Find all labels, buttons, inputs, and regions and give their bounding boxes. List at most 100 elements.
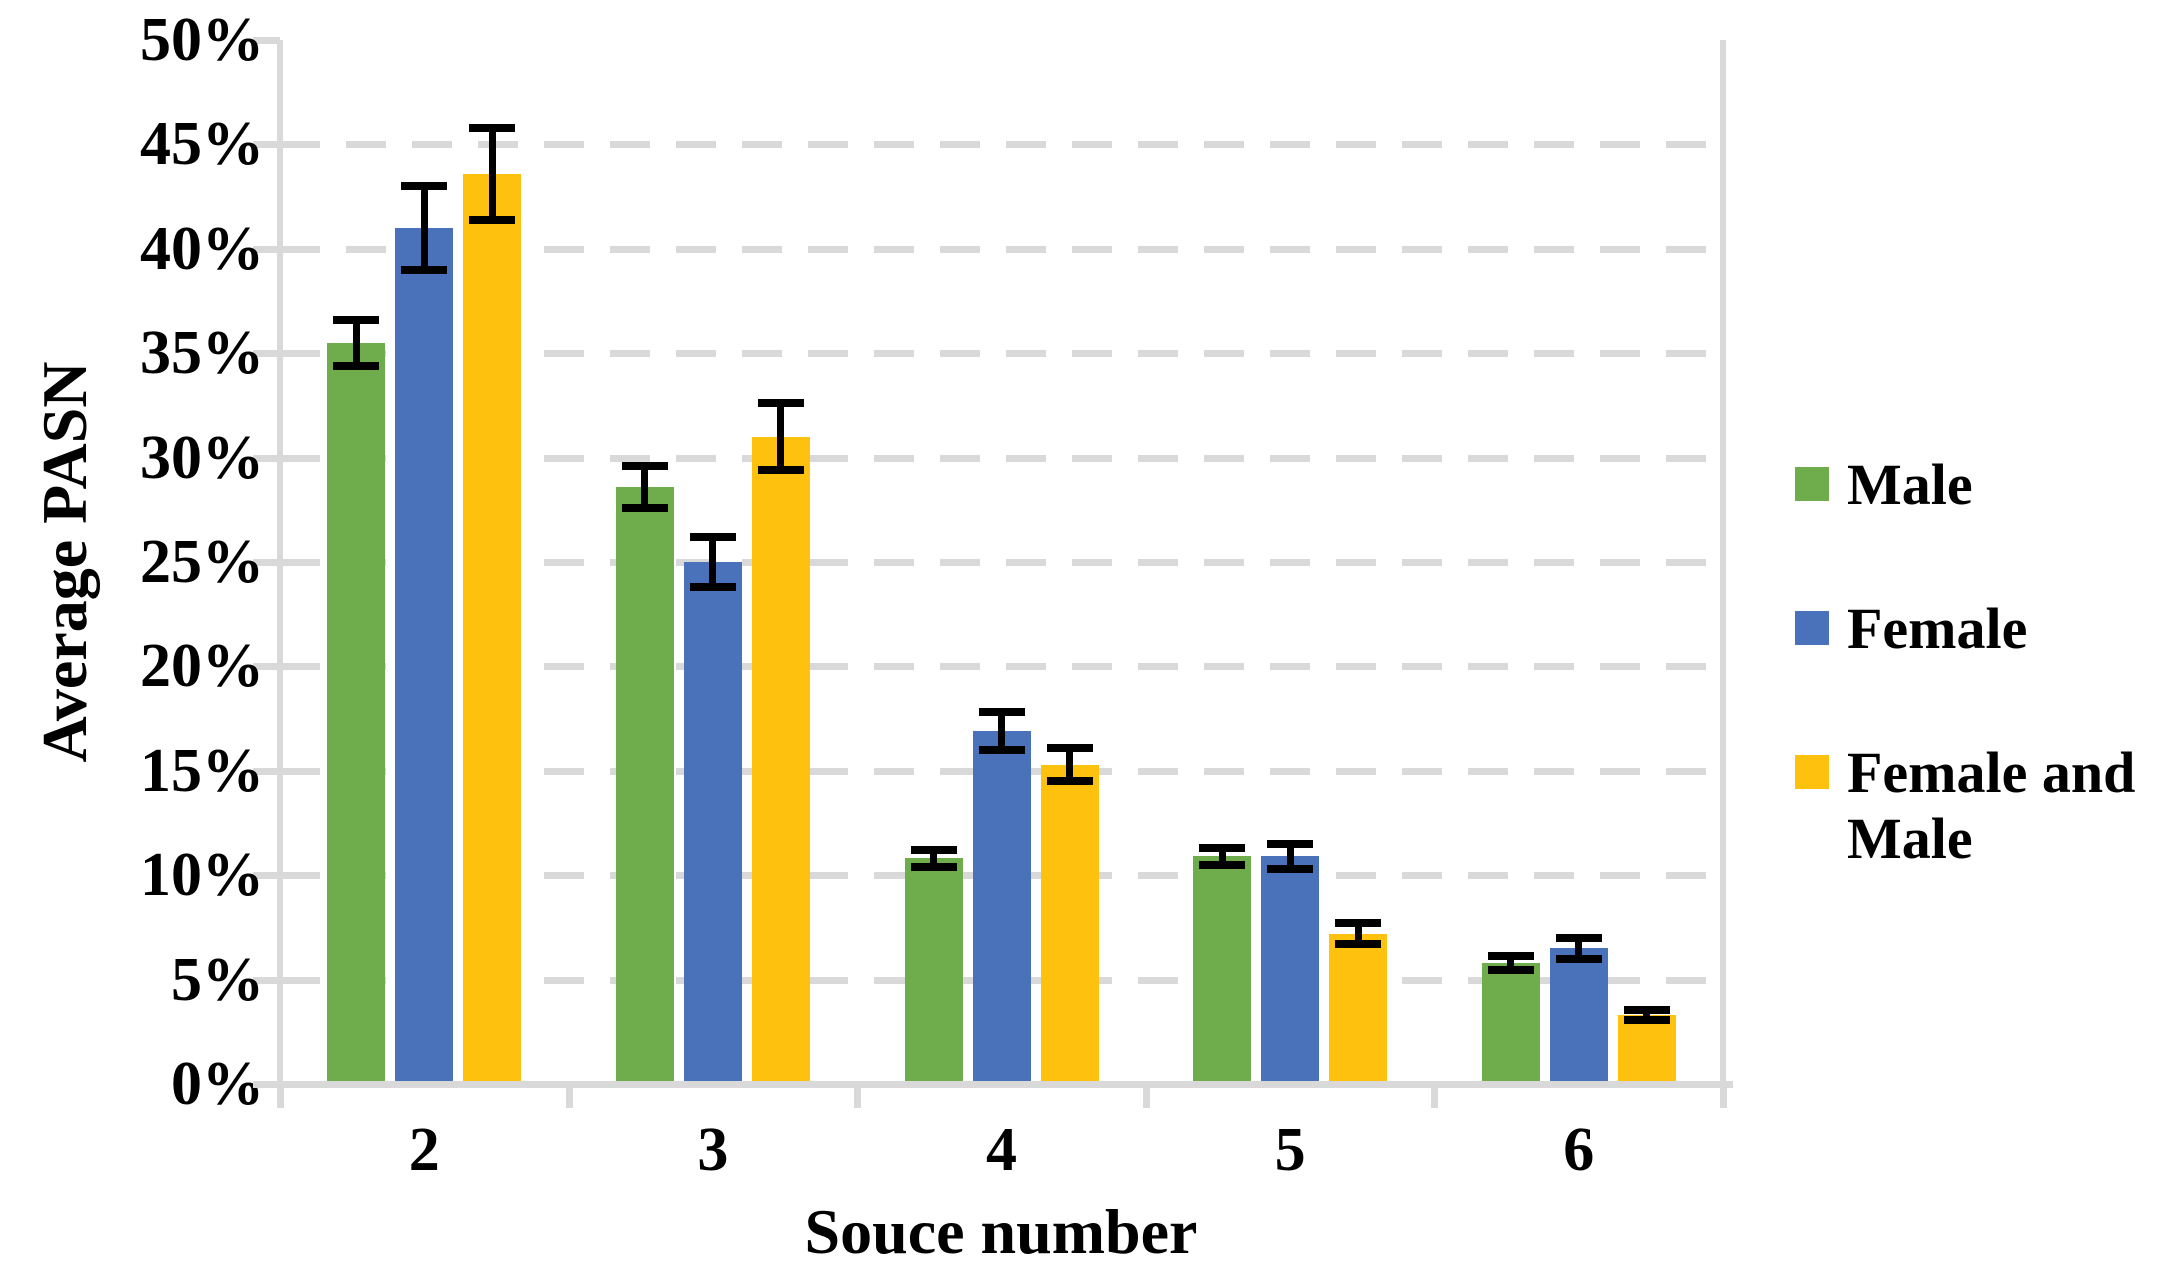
error-bar-cap-bottom [1335, 940, 1382, 949]
legend-label: Female [1847, 596, 2028, 661]
gridline-30pct [280, 454, 1723, 462]
error-bar-stem [1643, 1009, 1651, 1021]
bar-male-cat-2 [327, 342, 386, 1084]
bar-female-cat-5 [1261, 856, 1320, 1084]
error-bar-cap-top [978, 708, 1025, 717]
error-bar-stem [998, 712, 1005, 750]
x-axis-tick [1720, 1084, 1727, 1108]
legend-label: Female and Male [1847, 740, 2136, 871]
error-bar-cap-bottom [689, 583, 736, 592]
error-bar-cap-bottom [1046, 777, 1093, 786]
error-bar-stem [420, 186, 428, 270]
bar-female-and-male-cat-3 [751, 436, 810, 1084]
x-axis-category-label: 5 [1274, 1116, 1306, 1184]
y-axis-tick [253, 872, 280, 880]
y-axis-tick [253, 976, 280, 984]
x-axis-tick [565, 1084, 573, 1108]
y-axis-tick-label: 15% [140, 736, 264, 805]
plot-area [253, 37, 1733, 1108]
x-axis-tick [1142, 1084, 1150, 1108]
legend-item-female: Female [1795, 596, 2167, 662]
y-axis-tick-label: 25% [140, 528, 264, 596]
error-bar-stem [930, 850, 937, 867]
y-axis-tick [253, 245, 280, 253]
error-bar-cap-top [1335, 919, 1382, 928]
error-bar-stem [488, 127, 496, 220]
error-bar-cap-top [333, 315, 380, 324]
bar-female-cat-6 [1549, 948, 1608, 1084]
legend-marker [1795, 467, 1829, 501]
y-axis-tick-label: 0% [171, 1050, 264, 1118]
error-bar-cap-bottom [1267, 864, 1314, 873]
error-bar-cap-top [1487, 951, 1534, 960]
x-axis-title: Souce number [804, 1196, 1198, 1267]
y-axis-tick-label: 40% [140, 214, 264, 283]
error-bar-cap-bottom [1623, 1016, 1670, 1025]
legend-label: Male [1847, 452, 1973, 517]
x-axis-tick [854, 1084, 862, 1108]
error-bar-stem [1218, 848, 1226, 865]
y-axis-tick-label: 45% [140, 110, 264, 179]
error-bar-cap-top [1267, 839, 1314, 848]
error-bar-cap-top [910, 846, 957, 855]
gridline-35pct [280, 350, 1723, 358]
y-axis-tick [253, 37, 280, 44]
error-bar-cap-bottom [1555, 954, 1602, 963]
bar-male-cat-4 [904, 858, 963, 1084]
bar-male-cat-6 [1481, 962, 1540, 1084]
plot-border-right [1720, 40, 1726, 1084]
error-bar-cap-bottom [1199, 860, 1246, 869]
x-axis-category-label: 4 [985, 1116, 1017, 1184]
y-axis-tick-label: 10% [140, 841, 264, 910]
error-bar-cap-top [401, 182, 448, 191]
gridline-20pct [280, 663, 1723, 671]
x-axis-category-label: 6 [1563, 1116, 1595, 1184]
y-axis-tick-label: 35% [140, 319, 264, 388]
error-bar-cap-bottom [333, 361, 380, 370]
legend-item-female-and-male: Female and Male [1795, 740, 2167, 872]
error-bar-cap-top [1199, 844, 1246, 853]
x-axis-tick [277, 1084, 284, 1108]
error-bar-stem [352, 319, 360, 366]
bar-female-and-male-cat-6 [1617, 1015, 1676, 1084]
error-bar-cap-top [757, 399, 804, 408]
y-axis-tick [253, 350, 280, 358]
error-bar-cap-bottom [469, 215, 516, 224]
y-axis-tick [253, 767, 280, 775]
y-axis-tick-label: 30% [140, 423, 264, 492]
error-bar-cap-top [689, 532, 736, 541]
gridline-40pct [280, 245, 1723, 253]
x-axis-tick [1431, 1084, 1439, 1108]
bar-female-and-male-cat-4 [1040, 764, 1099, 1084]
error-bar-cap-bottom [401, 265, 448, 274]
error-bar-cap-bottom [978, 745, 1025, 754]
legend-marker [1795, 611, 1829, 645]
error-bar-cap-top [469, 123, 516, 132]
bar-female-cat-3 [683, 562, 742, 1084]
x-axis-line [253, 1081, 1733, 1088]
error-bar-cap-top [621, 461, 668, 470]
bar-female-cat-4 [972, 731, 1031, 1084]
x-axis-category-label: 3 [697, 1116, 729, 1184]
bar-female-and-male-cat-2 [463, 173, 522, 1084]
gridline-45pct [280, 141, 1723, 149]
error-bar-stem [1575, 937, 1583, 959]
error-bar-stem [1066, 747, 1073, 782]
error-bar-cap-bottom [910, 862, 957, 871]
error-bar-stem [709, 536, 717, 588]
error-bar-stem [1286, 843, 1294, 869]
error-bar-stem [777, 403, 785, 471]
error-bar-stem [1507, 955, 1515, 971]
error-bar-cap-bottom [1487, 966, 1534, 975]
bar-male-cat-3 [615, 486, 674, 1084]
y-axis-tick [253, 663, 280, 671]
y-axis-tick-label: 50% [140, 6, 264, 74]
error-bar-stem [1354, 923, 1362, 945]
y-axis-tick-label: 5% [171, 945, 264, 1014]
bar-female-cat-2 [395, 227, 454, 1084]
legend: Male Female Female and Male [1795, 452, 2167, 872]
gridline-25pct [280, 559, 1723, 566]
x-axis-category-label: 2 [408, 1116, 440, 1184]
error-bar-cap-bottom [757, 466, 804, 475]
